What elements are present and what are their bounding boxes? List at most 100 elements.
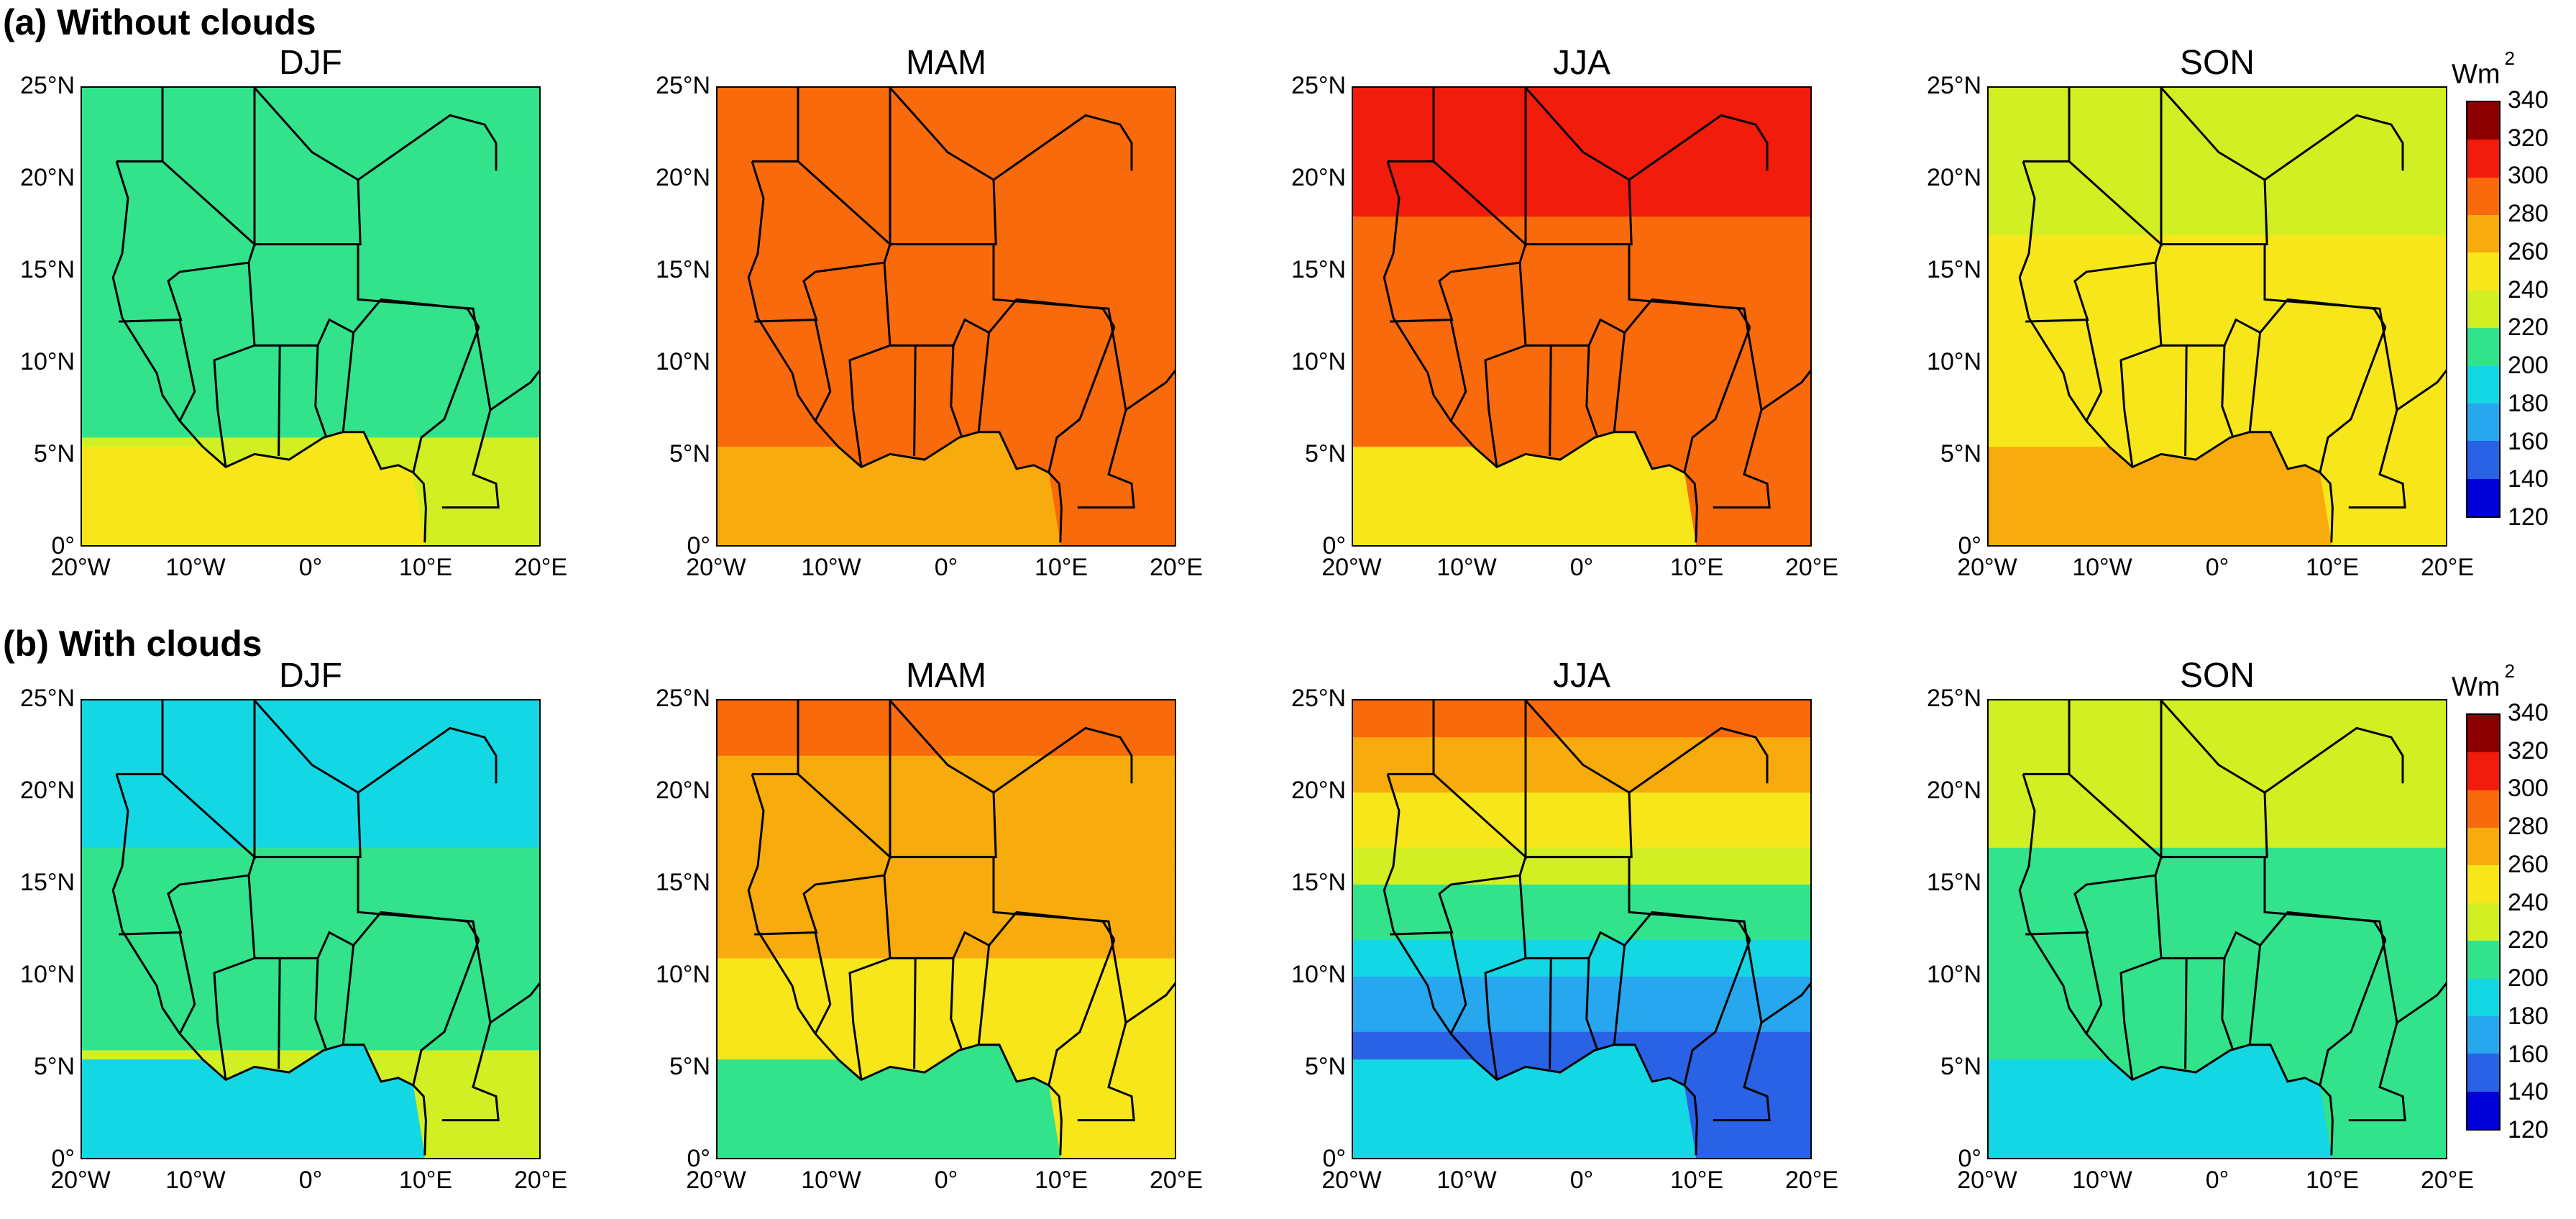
lat-tick-label: 0° — [51, 1145, 75, 1172]
lon-tick-label: 20°E — [2420, 554, 2475, 581]
country-border — [1683, 939, 1751, 1086]
field-band — [1353, 1031, 1810, 1051]
country-border — [1587, 931, 1626, 1045]
ocean-field — [82, 1044, 425, 1158]
field-band — [82, 124, 539, 144]
colorbar-tick-label: 260 — [2508, 850, 2549, 878]
lat-tick-label: 0° — [1322, 1145, 1346, 1172]
lat-tick-label: 10°N — [656, 961, 710, 988]
country-border — [119, 857, 256, 936]
lon-tick-label: 0° — [1569, 554, 1594, 581]
lat-tick-label: 20°N — [1291, 164, 1346, 191]
field-band — [82, 106, 539, 126]
colorbar-segment — [2467, 941, 2499, 979]
country-border — [752, 88, 799, 163]
season-title: MAM — [906, 44, 986, 82]
field-band — [718, 793, 1175, 812]
map-panel-a-jja — [1352, 86, 1812, 547]
country-border — [2023, 88, 2071, 163]
lon-tick-label: 0° — [298, 1167, 323, 1194]
colorbar-tick-label: 240 — [2508, 888, 2549, 916]
field-band — [1989, 903, 2446, 923]
country-border — [754, 244, 891, 323]
field-band — [1989, 419, 2446, 439]
field-band — [1989, 700, 2446, 720]
lat-tick-label: 0° — [1958, 1145, 1981, 1172]
colorbar-tick-label: 220 — [2508, 926, 2549, 954]
field-band — [718, 290, 1175, 310]
lon-tick-label: 10°E — [398, 1167, 453, 1194]
lat-tick-label: 25°N — [20, 72, 75, 99]
lat-tick-label: 25°N — [656, 72, 710, 99]
field-band — [1989, 364, 2446, 383]
field-band — [82, 198, 539, 218]
coastline — [2018, 773, 2334, 1156]
lat-tick-label: 0° — [687, 532, 710, 560]
country-border — [883, 262, 917, 457]
country-border — [1628, 114, 1769, 181]
lat-tick-label: 5°N — [1940, 440, 1981, 467]
season-title: SON — [2179, 657, 2255, 695]
country-border — [1623, 910, 1751, 946]
colorbar-segment — [2467, 790, 2499, 828]
lon-tick-label: 0° — [2205, 554, 2229, 581]
country-border — [1390, 857, 1527, 936]
country-border — [1125, 369, 1175, 411]
field-band — [1353, 885, 1810, 904]
field-band — [718, 253, 1175, 273]
field-band — [1989, 755, 2446, 775]
field-band — [1989, 253, 2446, 273]
colorbar-segment — [2467, 140, 2499, 178]
field-band — [1989, 737, 2446, 757]
field-band — [1353, 124, 1810, 144]
ocean-field — [1989, 1044, 2332, 1158]
country-border — [2186, 344, 2234, 437]
field-band — [718, 737, 1175, 757]
country-border — [993, 114, 1133, 181]
lat-tick-label: 0° — [51, 532, 75, 560]
lat-tick-label: 20°N — [1927, 777, 1981, 804]
country-border — [988, 910, 1116, 946]
colorbar-segment — [2467, 903, 2499, 941]
lat-tick-label: 10°N — [1291, 348, 1346, 375]
field-band — [718, 161, 1175, 181]
ocean-field — [718, 432, 1060, 545]
country-border — [247, 875, 281, 1069]
field-band — [1989, 327, 2446, 347]
lat-tick-label: 10°N — [20, 348, 75, 375]
field-band — [718, 829, 1175, 849]
lat-tick-label: 20°N — [1291, 777, 1346, 804]
country-border — [1077, 409, 1135, 509]
colorbar-tick-label: 180 — [2508, 389, 2549, 417]
colorbar-tick-label: 280 — [2508, 813, 2549, 841]
colorbar-tick-label: 120 — [2508, 503, 2549, 531]
country-border — [1484, 957, 1526, 1080]
colorbar-segment — [2467, 478, 2499, 516]
lon-tick-label: 20°E — [1784, 554, 1839, 581]
season-title: JJA — [1552, 44, 1610, 82]
country-border — [915, 344, 963, 437]
colorbar-tick-label: 200 — [2508, 964, 2549, 992]
field-band — [1989, 977, 2446, 996]
colorbar-tick-label: 320 — [2508, 736, 2549, 764]
coastline — [747, 773, 1063, 1156]
field-band — [718, 382, 1175, 402]
country-border — [2154, 262, 2188, 457]
country-border — [316, 931, 355, 1045]
lon-tick-label: 10°E — [1034, 1167, 1088, 1194]
lat-tick-label: 10°N — [20, 961, 75, 988]
country-border — [412, 939, 480, 1086]
colorbar-segment — [2467, 828, 2499, 866]
country-border — [213, 957, 255, 1080]
field-band — [1353, 253, 1810, 273]
field-band — [718, 718, 1175, 739]
colorbar-segment — [2467, 290, 2499, 329]
colorbar-tick-label: 340 — [2508, 86, 2549, 114]
lon-tick-label: 20°W — [1957, 1167, 2017, 1194]
lon-tick-label: 0° — [1569, 1167, 1594, 1194]
field-band — [82, 977, 539, 996]
lon-tick-label: 20°W — [50, 554, 111, 581]
field-band — [718, 995, 1175, 1015]
field-band — [82, 939, 539, 959]
field-band — [1989, 106, 2446, 126]
